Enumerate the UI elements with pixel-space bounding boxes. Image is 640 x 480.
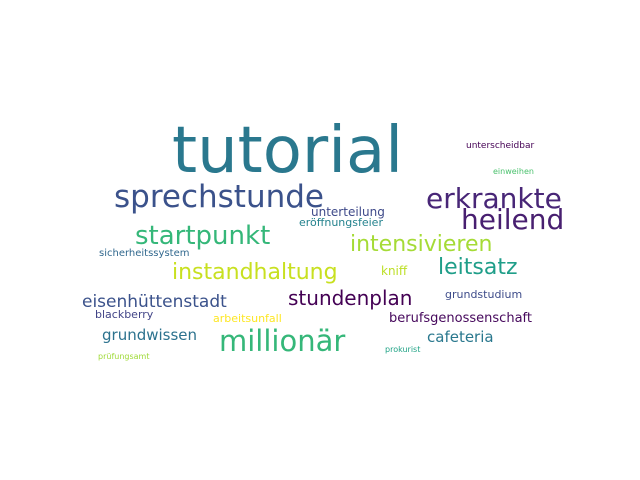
word-unterteilung: unterteilung: [311, 205, 385, 219]
word-grundstudium: grundstudium: [445, 288, 523, 301]
word-unterscheidbar: unterscheidbar: [466, 141, 535, 151]
word-einweihen: einweihen: [493, 167, 534, 176]
word-pruefungsamt: prüfungsamt: [98, 352, 150, 361]
word-heilend: heilend: [461, 203, 565, 236]
word-stundenplan: stundenplan: [288, 286, 413, 310]
word-startpunkt: startpunkt: [135, 221, 271, 251]
word-intensivieren: intensivieren: [350, 232, 493, 257]
word-arbeitsunfall: arbeitsunfall: [213, 312, 282, 325]
word-tutorial: tutorial: [172, 114, 403, 188]
word-prokurist: prokurist: [385, 345, 421, 354]
word-eisenhuettenstadt: eisenhüttenstadt: [82, 292, 227, 312]
word-erkrankte: erkrankte: [426, 182, 562, 215]
word-grundwissen: grundwissen: [102, 326, 198, 344]
word-instandhaltung: instandhaltung: [172, 260, 338, 285]
word-berufsgenossenschaft: berufsgenossenschaft: [389, 311, 532, 326]
word-kniff: kniff: [381, 264, 408, 278]
word-sicherheitssystem: sicherheitssystem: [99, 248, 190, 259]
word-sprechstunde: sprechstunde: [114, 179, 325, 215]
word-leitsatz: leitsatz: [438, 255, 518, 280]
word-eroeffnungsfeier: eröffnungsfeier: [299, 216, 383, 229]
word-blackberry: blackberry: [95, 308, 154, 321]
word-millionaer: millionär: [219, 324, 346, 358]
word-cafeteria: cafeteria: [427, 328, 494, 346]
